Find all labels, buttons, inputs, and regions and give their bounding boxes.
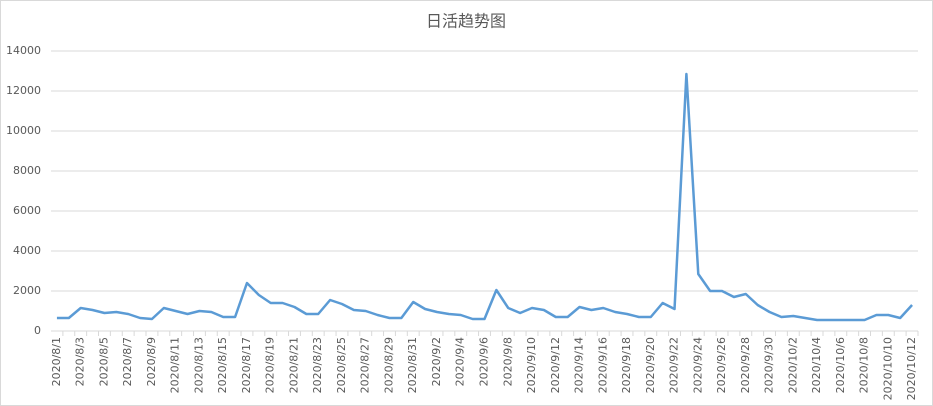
x-tick-label: 2020/8/7 (121, 337, 134, 386)
x-tick-label: 2020/9/4 (454, 337, 467, 386)
x-tick-label: 2020/8/21 (287, 337, 300, 393)
x-tick-label: 2020/8/27 (359, 337, 372, 393)
x-tick-label: 2020/8/13 (192, 337, 205, 393)
x-tick-label: 2020/9/20 (644, 337, 657, 393)
x-tick-label: 2020/10/10 (881, 337, 894, 400)
chart-title: 日活趋势图 (426, 12, 506, 31)
x-tick-label: 2020/8/9 (145, 337, 158, 386)
y-tick-label: 0 (34, 324, 41, 337)
x-tick-label: 2020/10/6 (834, 337, 847, 393)
y-tick-label: 6000 (13, 204, 41, 217)
y-tick-label: 4000 (13, 244, 41, 257)
x-tick-label: 2020/9/28 (739, 337, 752, 393)
y-tick-label: 14000 (6, 44, 41, 57)
x-tick-label: 2020/9/8 (501, 337, 514, 386)
line (56, 72, 913, 322)
x-tick-label: 2020/8/15 (216, 337, 229, 393)
x-tick-label: 2020/10/2 (786, 337, 799, 393)
x-tick-label: 2020/9/12 (549, 337, 562, 393)
x-tick-label: 2020/9/2 (430, 337, 443, 386)
y-tick-label: 2000 (13, 284, 41, 297)
x-tick-label: 2020/8/31 (406, 337, 419, 393)
x-tick-label: 2020/9/10 (525, 337, 538, 393)
x-tick-label: 2020/8/1 (50, 337, 63, 386)
x-tick-label: 2020/10/8 (858, 337, 871, 393)
x-tick-label: 2020/8/17 (240, 337, 253, 393)
x-tick-label: 2020/9/6 (478, 337, 491, 386)
x-tick-label: 2020/9/24 (691, 337, 704, 393)
x-tick-label: 2020/9/26 (715, 337, 728, 393)
y-tick-label: 10000 (6, 124, 41, 137)
x-tick-label: 2020/8/3 (74, 337, 87, 386)
x-tick-label: 2020/9/30 (763, 337, 776, 393)
x-tick-label: 2020/8/5 (97, 337, 110, 386)
x-tick-label: 2020/10/12 (905, 337, 918, 400)
x-tick-label: 2020/8/25 (335, 337, 348, 393)
x-tick-label: 2020/9/18 (620, 337, 633, 393)
x-tick-label: 2020/9/22 (668, 337, 681, 393)
y-tick-label: 12000 (6, 84, 41, 97)
x-tick-label: 2020/8/29 (382, 337, 395, 393)
x-tick-label: 2020/9/14 (573, 337, 586, 393)
x-tick-label: 2020/8/11 (169, 337, 182, 393)
x-tick-label: 2020/8/19 (264, 337, 277, 393)
x-tick-label: 2020/8/23 (311, 337, 324, 393)
x-tick-label: 2020/9/16 (596, 337, 609, 393)
x-tick-label: 2020/10/4 (810, 337, 823, 393)
y-tick-label: 8000 (13, 164, 41, 177)
